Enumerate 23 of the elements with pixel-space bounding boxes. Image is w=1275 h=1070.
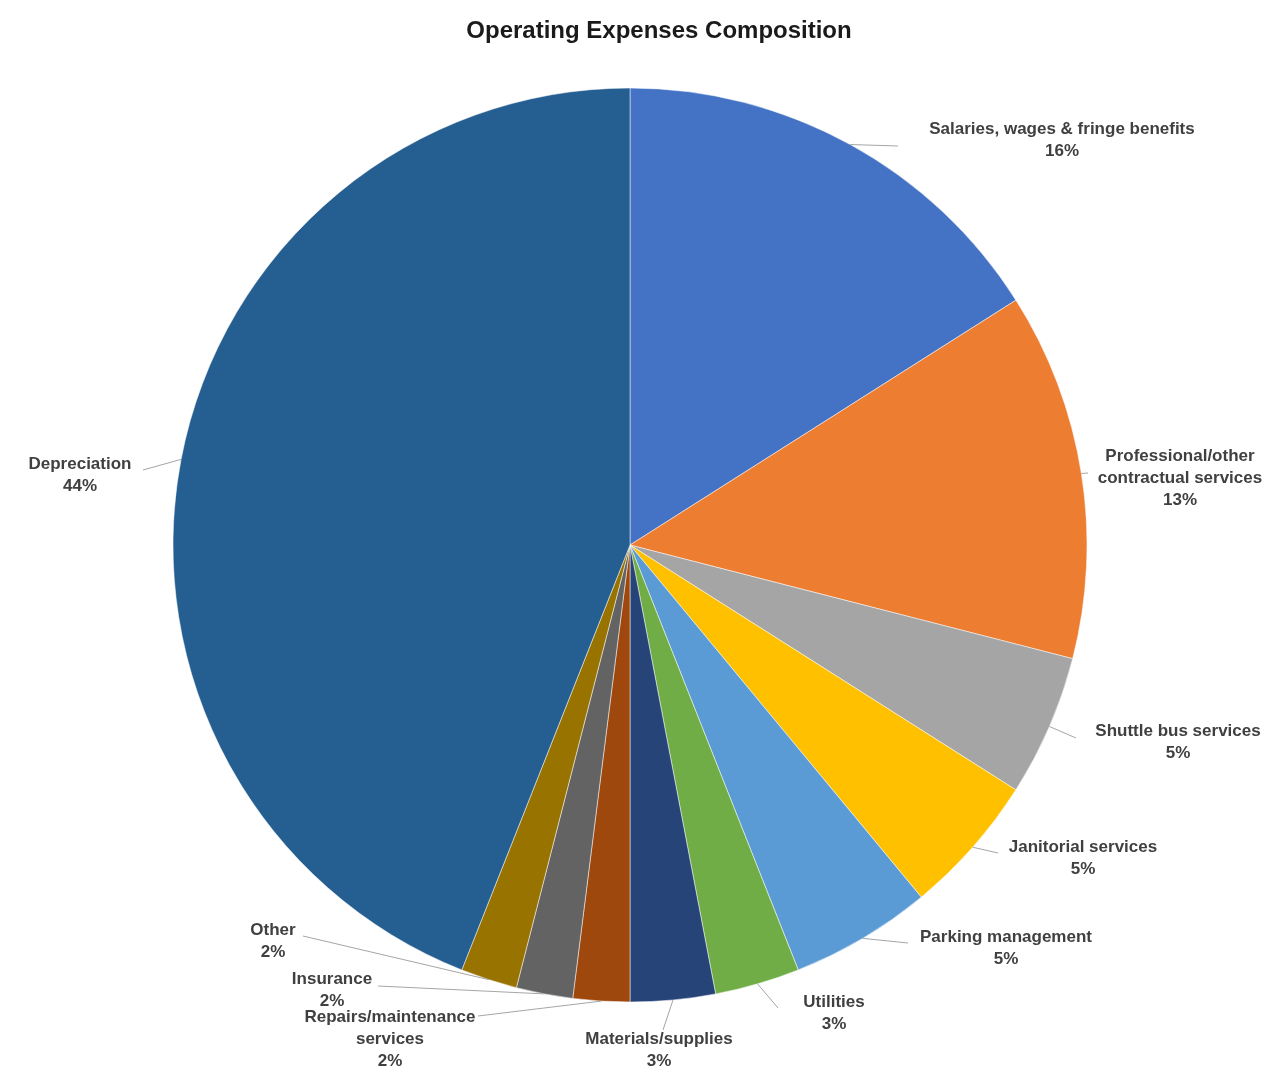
data-label: 16% [1044,141,1080,160]
data-label: 2% [377,1051,403,1070]
data-label: 13% [1162,490,1198,509]
slice-label: Repairs/maintenance services [304,1007,476,1048]
slice-label: Salaries, wages & fringe benefits [929,119,1195,138]
data-label: 5% [1165,743,1191,762]
data-label: 5% [1070,859,1096,878]
data-label: 3% [821,1014,847,1033]
slice-label: Professional/other contractual services [1097,446,1263,487]
slice-label: Other [250,920,297,939]
slice-label: Utilities [803,992,865,1011]
data-label: 44% [62,476,98,495]
slice-label: Insurance [291,969,373,988]
data-label: 2% [260,942,286,961]
data-label: 3% [646,1051,672,1070]
slice-label: Depreciation [28,454,132,473]
slice-label: Janitorial services [1008,837,1158,856]
slice-label: Parking management [920,927,1093,946]
data-label: 2% [319,991,345,1010]
data-label: 5% [993,949,1019,968]
chart-title: Operating Expenses Composition [466,16,852,43]
slice-label: Shuttle bus services [1095,721,1261,740]
slice-label: Materials/supplies [585,1029,733,1048]
